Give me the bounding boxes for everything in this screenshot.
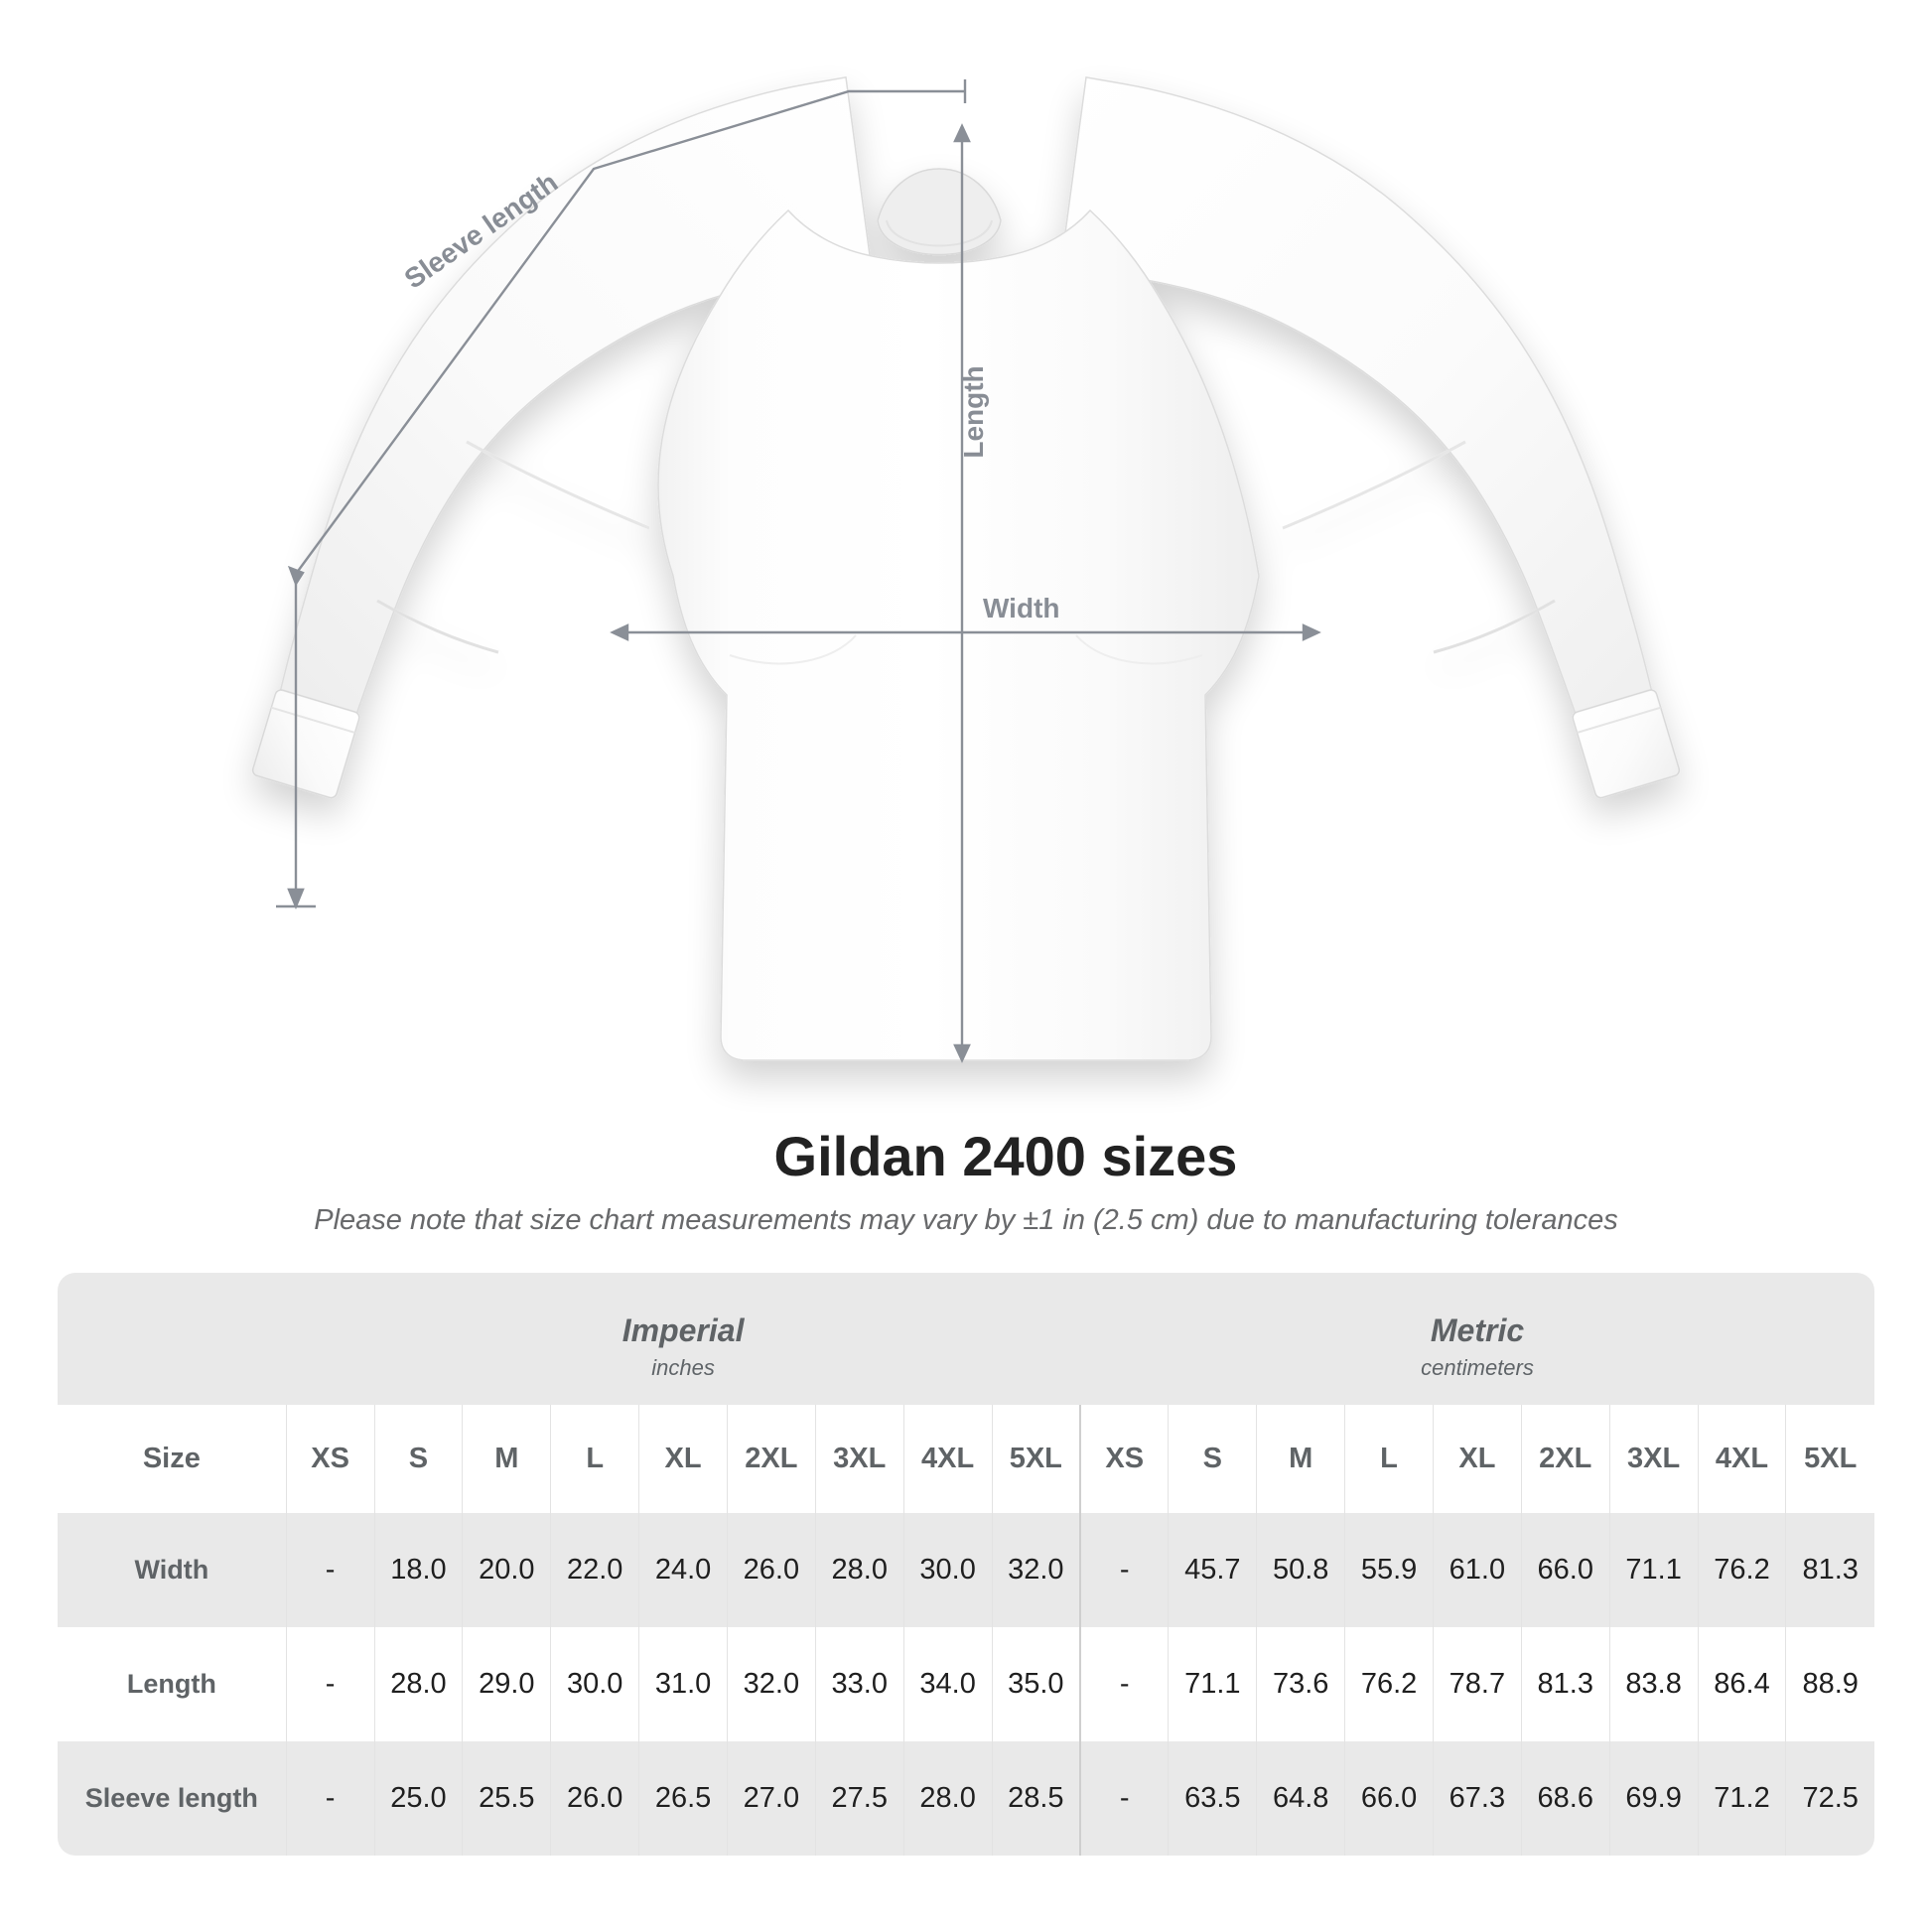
svg-text:Width: Width <box>983 593 1060 623</box>
svg-text:Length: Length <box>958 365 989 458</box>
